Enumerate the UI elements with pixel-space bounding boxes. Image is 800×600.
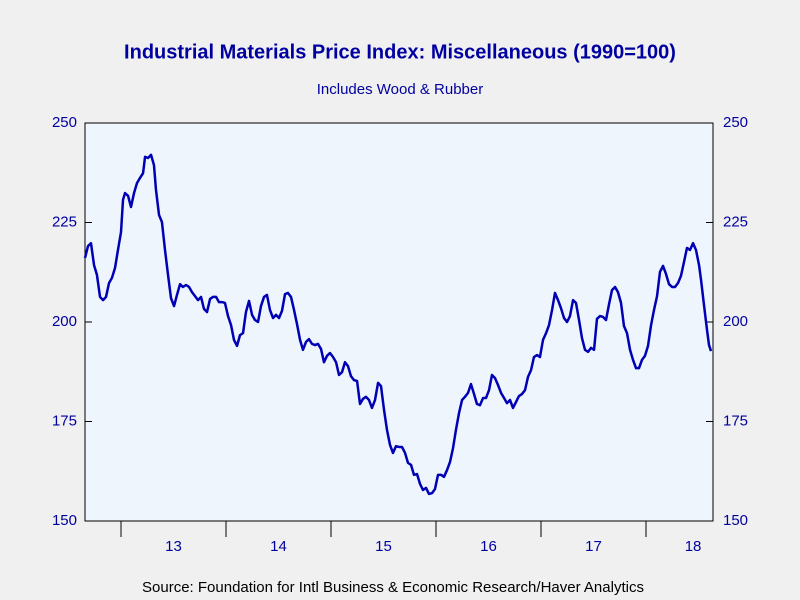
y-tick-label: 200 (52, 313, 77, 330)
y2-tick-label: 200 (723, 313, 748, 330)
y-tick-label: 150 (52, 512, 77, 529)
x-tick-label: 16 (480, 538, 497, 555)
x-tick-label: 18 (685, 538, 702, 555)
x-tick-label: 13 (165, 538, 182, 555)
x-tick-label: 15 (375, 538, 392, 555)
source-note: Source: Foundation for Intl Business & E… (142, 579, 644, 596)
y2-tick-label: 225 (723, 213, 748, 230)
chart-title: Industrial Materials Price Index: Miscel… (124, 41, 676, 63)
y-tick-label: 250 (52, 114, 77, 131)
chart-subtitle: Includes Wood & Rubber (317, 81, 484, 98)
y-tick-label: 225 (52, 213, 77, 230)
x-tick-label: 17 (585, 538, 602, 555)
data-line (83, 153, 713, 496)
plot-area (84, 122, 714, 522)
x-tick-label: 14 (270, 538, 287, 555)
y2-tick-label: 175 (723, 412, 748, 429)
y2-tick-label: 250 (723, 114, 748, 131)
y-tick-label: 175 (52, 412, 77, 429)
y2-tick-label: 150 (723, 512, 748, 529)
